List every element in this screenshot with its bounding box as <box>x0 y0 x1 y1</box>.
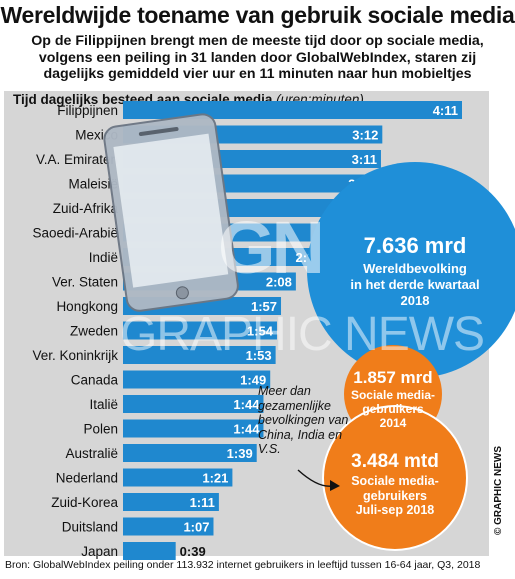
stat-line: Wereldbevolking <box>363 261 467 276</box>
category-label: Ver. Staten <box>52 275 118 290</box>
phone-illustration <box>103 113 239 312</box>
stat-circles <box>307 162 515 551</box>
stat-line: Sociale media- <box>350 388 436 402</box>
value-label: 1:11 <box>190 495 215 510</box>
bar <box>123 542 176 560</box>
value-label: 4:11 <box>433 103 458 118</box>
stat-users-2018: 3.484 mtd Sociale media- gebruikers Juli… <box>335 451 455 518</box>
category-label: Indië <box>89 250 118 265</box>
stat-value: 1.857 mrd <box>353 368 433 387</box>
value-label: 1:44 <box>233 422 260 437</box>
value-label: 3:12 <box>352 128 378 143</box>
value-label: 1:54 <box>247 324 274 339</box>
stat-value: 3.484 mtd <box>351 451 439 472</box>
value-label: 0:39 <box>180 544 206 559</box>
stat-line: Juli-sep 2018 <box>355 503 435 517</box>
value-label: 2:08 <box>266 275 292 290</box>
value-label: 1:49 <box>240 373 266 388</box>
value-label: 1:44 <box>233 397 260 412</box>
bar <box>123 468 233 487</box>
category-label: Japan <box>81 544 118 559</box>
note-arrow-head <box>330 480 340 491</box>
bar <box>123 370 271 389</box>
category-label: Australië <box>65 446 118 461</box>
bar <box>123 321 277 340</box>
users-2018-circle <box>322 405 468 551</box>
stat-line: 2018 <box>400 293 430 308</box>
category-label: Nederland <box>56 471 118 486</box>
category-label: Hongkong <box>56 299 118 314</box>
stat-line: gebruikers <box>362 402 424 416</box>
bar <box>123 419 264 438</box>
value-label: 1:53 <box>246 348 272 363</box>
category-label: Duitsland <box>62 520 118 535</box>
stat-value: 7.636 mrd <box>363 233 467 258</box>
category-label: Polen <box>83 422 118 437</box>
value-label: 1:07 <box>183 520 209 535</box>
bar <box>123 517 214 536</box>
stat-world-population: 7.636 mrd Wereldbevolking in het derde k… <box>340 233 490 309</box>
category-label: V.A. Emiraten <box>36 152 118 167</box>
value-label: 3:11 <box>352 152 377 167</box>
value-label: 1:39 <box>227 446 253 461</box>
category-label: Zweden <box>70 324 118 339</box>
category-label: Zuid-Korea <box>51 495 118 510</box>
category-label: Saoedi-Arabië <box>32 226 118 241</box>
world-population-circle <box>307 162 515 378</box>
bar <box>123 346 276 364</box>
stat-label: Sociale media- gebruikers 2014 <box>344 388 442 430</box>
stat-line: 2014 <box>379 416 407 430</box>
category-label: Zuid-Afrika <box>53 201 119 216</box>
stat-users-2014: 1.857 mrd Sociale media- gebruikers 2014 <box>344 368 442 430</box>
note-arrow <box>297 469 333 487</box>
bar <box>123 395 264 413</box>
credit: © GRAPHIC NEWS <box>493 445 504 535</box>
bar <box>123 444 257 462</box>
chart-subtitle: Op de Filippijnen brengt men de meeste t… <box>31 33 484 82</box>
stat-line: gebruikers <box>363 488 427 503</box>
bar <box>123 493 219 511</box>
value-label: 1:21 <box>202 471 228 486</box>
stat-line: in het derde kwartaal <box>350 277 480 292</box>
category-label: Ver. Koninkrijk <box>32 348 118 363</box>
value-label: 1:57 <box>251 299 277 314</box>
stat-label: Wereldbevolking in het derde kwartaal 20… <box>340 261 490 309</box>
source-note: Bron: GlobalWebIndex peiling onder 113.9… <box>5 559 481 571</box>
category-label: Canada <box>71 373 119 388</box>
category-label: Italië <box>89 397 118 412</box>
annotation-note: Meer dan gezamenlijke bevolkingen van Ch… <box>258 384 349 456</box>
category-label: Filippijnen <box>57 103 118 118</box>
stat-label: Sociale media- gebruikers Juli-sep 2018 <box>335 474 455 518</box>
bar <box>123 101 462 119</box>
category-label: Maleisië <box>68 177 118 192</box>
stat-line: Sociale media- <box>351 474 439 488</box>
chart-title: Wereldwijde toename van gebruik sociale … <box>0 2 515 28</box>
